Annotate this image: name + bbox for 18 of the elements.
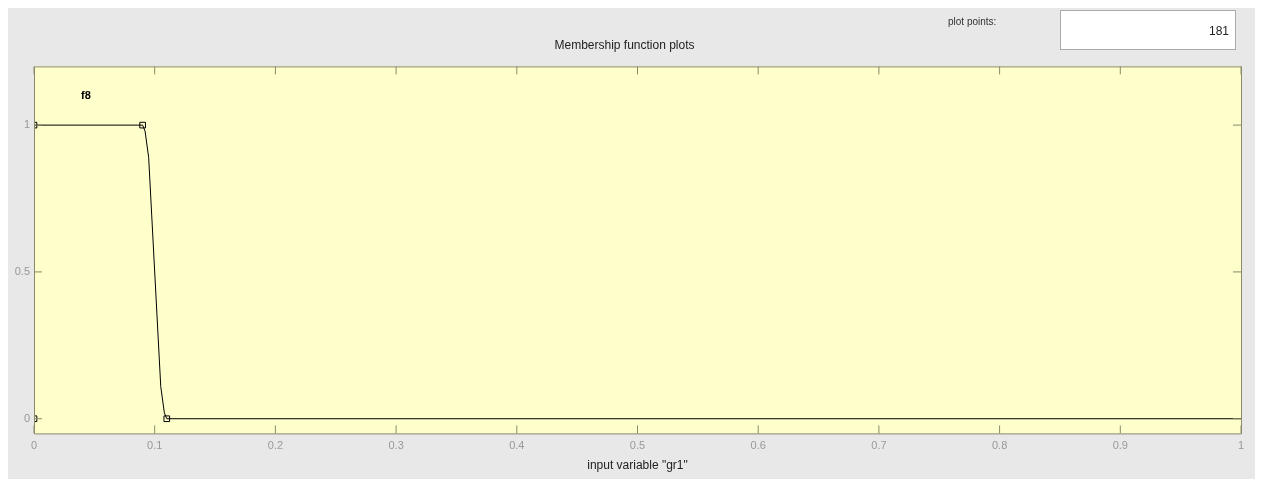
- x-tick-label: 0.8: [991, 439, 1008, 452]
- input-field: 181: [1060, 10, 1236, 50]
- x-tick-label: 0.1: [147, 439, 163, 452]
- x-tick-label: 0.6: [750, 439, 766, 452]
- x-tick-label: 0.4: [509, 439, 525, 452]
- x-tick-label: 0.9: [1112, 439, 1128, 452]
- x-tick-label: 0.5: [629, 439, 646, 452]
- chart-title: Membership function plots: [554, 37, 695, 52]
- x-tick-label: 0.2: [267, 439, 284, 452]
- y-tick-label: 0: [23, 411, 30, 424]
- annotation: f8: [81, 89, 91, 102]
- y-tick-label: 1: [23, 118, 30, 131]
- x-axis-title: input variable "gr1": [587, 458, 688, 473]
- x-tick-label: 1: [1237, 439, 1245, 452]
- y-tick-label: 0.5: [14, 264, 30, 277]
- text: plot points:: [948, 16, 997, 27]
- x-tick-label: 0.7: [871, 439, 887, 452]
- x-tick-label: 0.3: [388, 439, 404, 452]
